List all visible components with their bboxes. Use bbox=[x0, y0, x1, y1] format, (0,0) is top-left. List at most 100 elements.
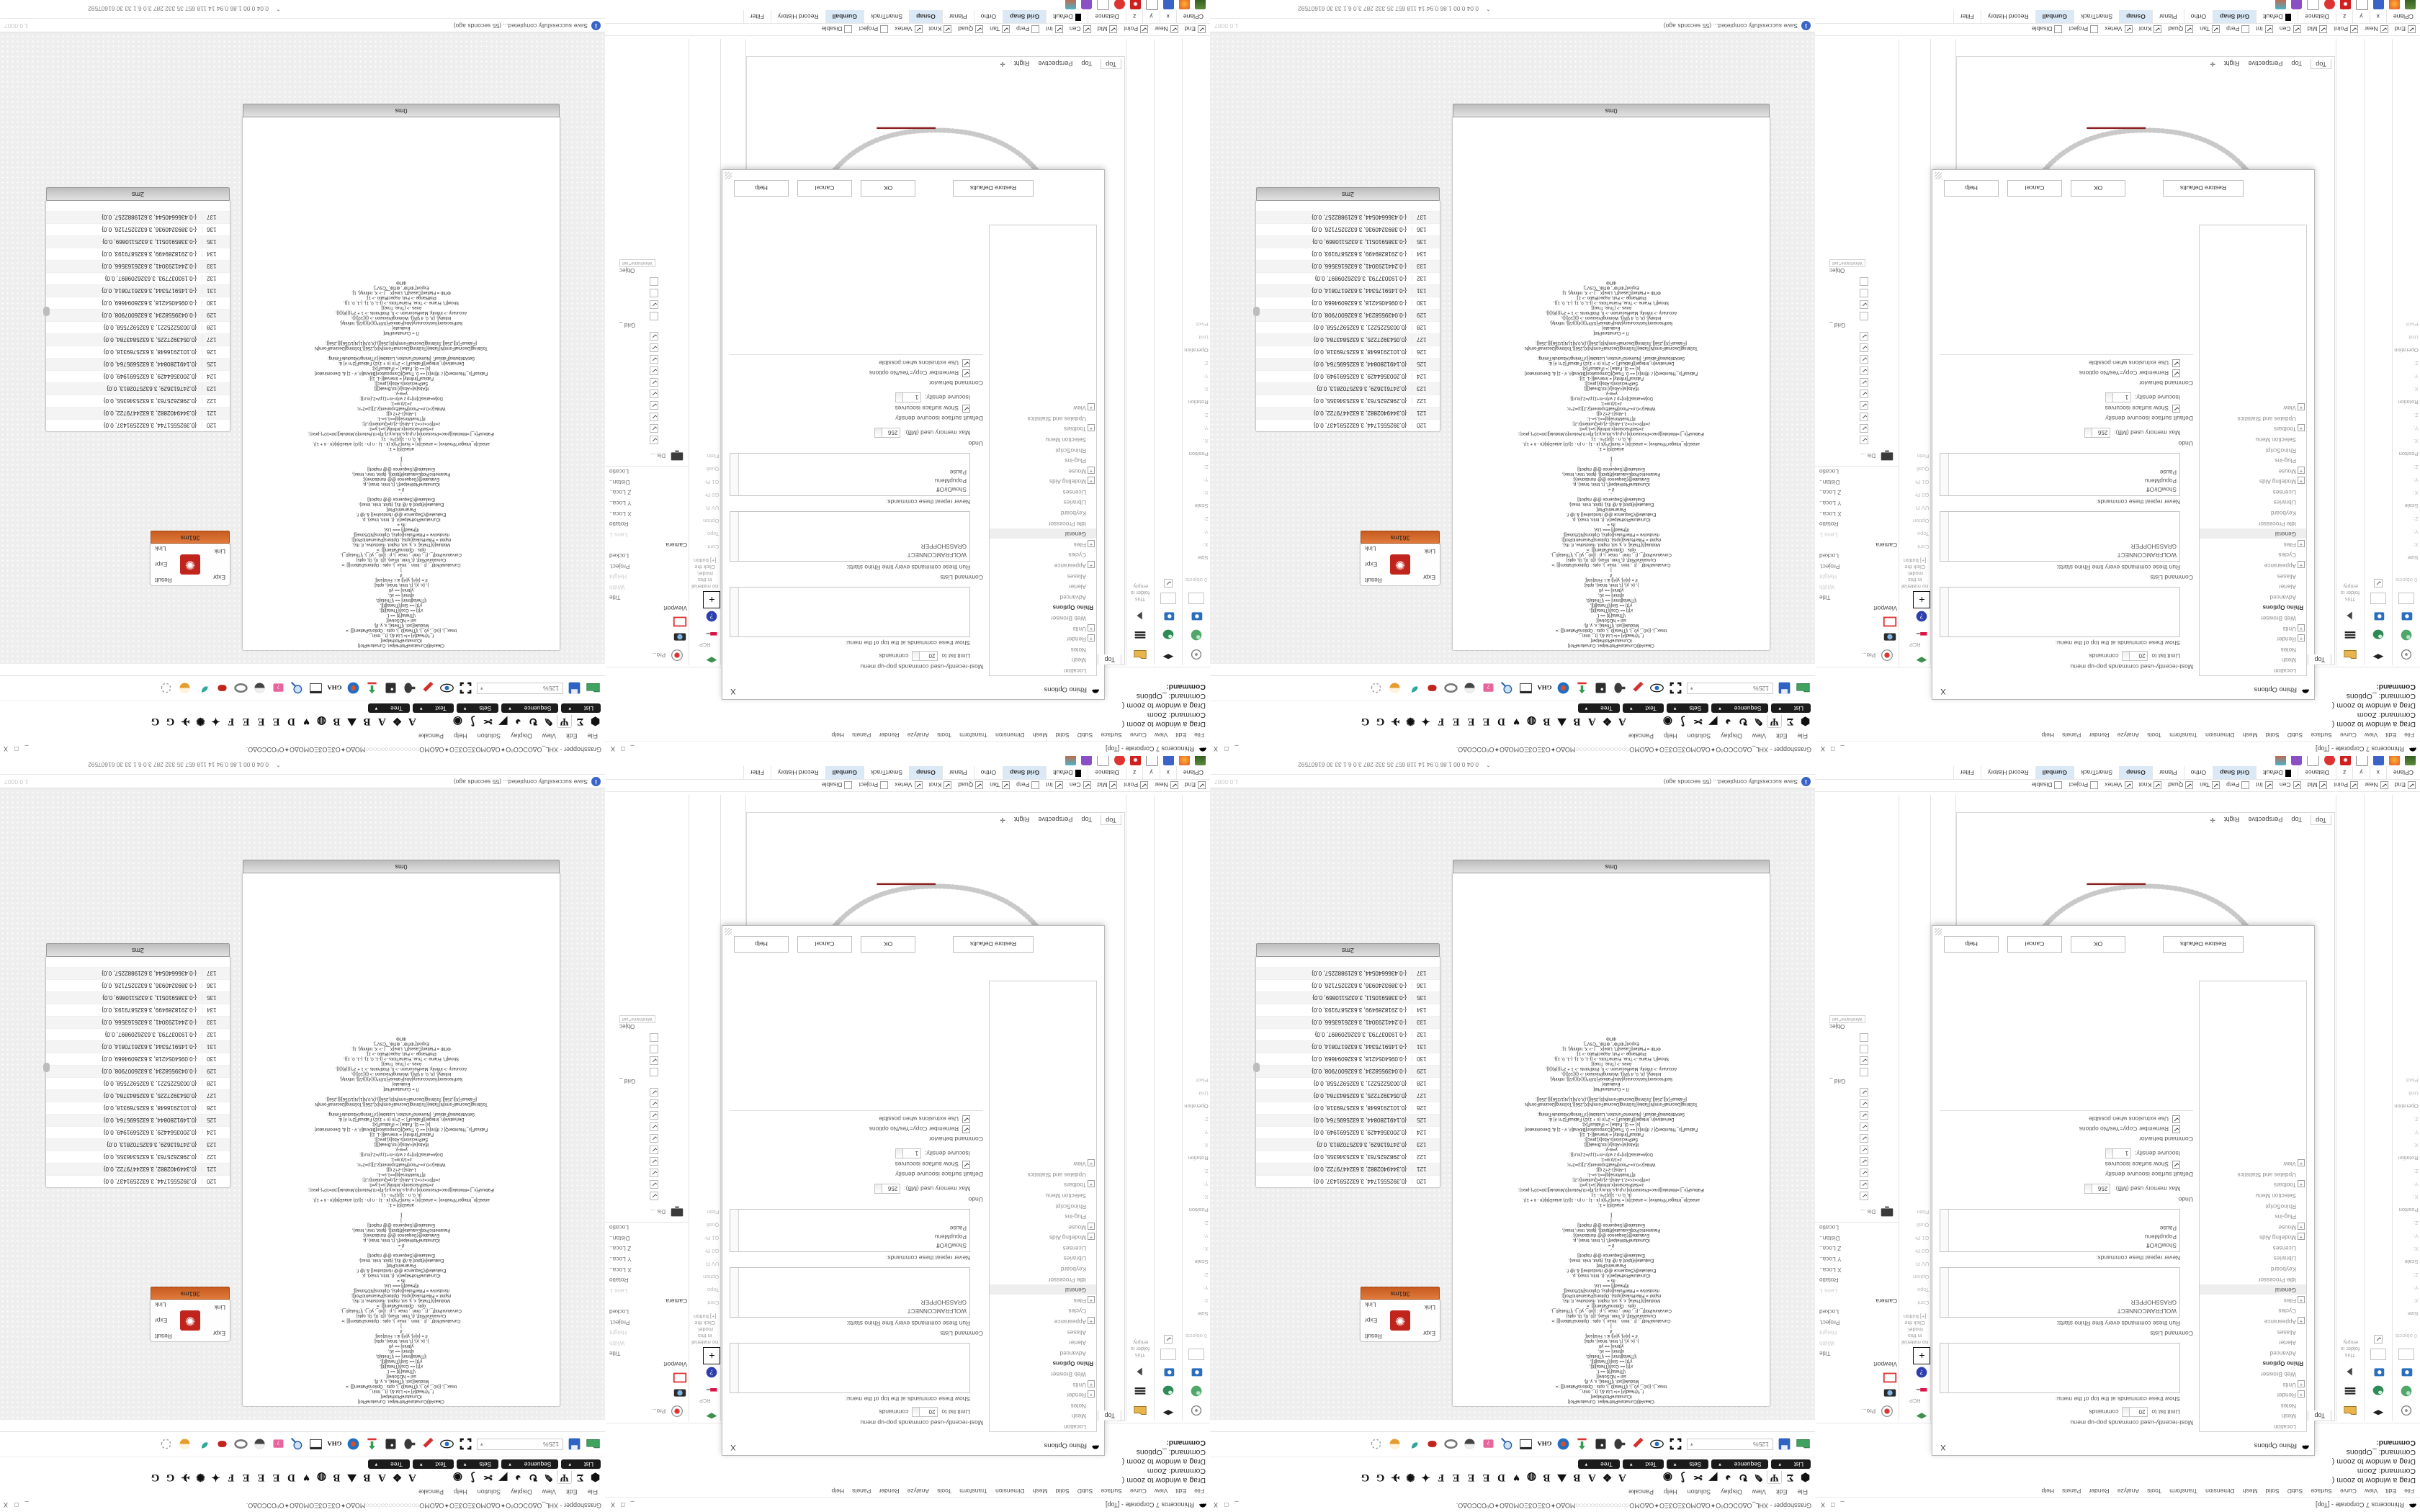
limit-list-row[interactable]: Limit list to 20 commands bbox=[1940, 651, 2180, 661]
component-tab-text[interactable]: Text ▾ bbox=[413, 1459, 454, 1469]
wolfram-icon[interactable] bbox=[1556, 681, 1571, 696]
letter-g1-icon[interactable]: G bbox=[166, 1472, 175, 1484]
osnap-cen[interactable]: Cen bbox=[2280, 781, 2301, 789]
letter-g1-icon[interactable]: G bbox=[1376, 1472, 1385, 1484]
rh-menu-item-edit[interactable]: Edit bbox=[1175, 732, 1187, 739]
rh-menu-item-surface[interactable]: Surface bbox=[2311, 732, 2332, 739]
rh-menu-item-view[interactable]: View bbox=[2364, 732, 2378, 739]
bake-icon[interactable] bbox=[1612, 1437, 1627, 1452]
viewport-tab-strip[interactable]: Top Top Perspective Right ✛ bbox=[1000, 814, 1121, 825]
status-osnap[interactable]: Osnap bbox=[2119, 10, 2152, 23]
data-panel-rows[interactable]: 120 {0.3925551744, 3.6322591437, 0.0} 121{… bbox=[1256, 958, 1440, 1187]
status-z[interactable]: z bbox=[1125, 766, 1143, 779]
use-extrusions-row[interactable]: Use extrusions when possible bbox=[1940, 359, 2180, 367]
status-grid-snap[interactable]: Grid Snap bbox=[1003, 766, 1047, 779]
osnap-project[interactable]: Project bbox=[859, 781, 889, 789]
play-arrow-icon[interactable] bbox=[2341, 608, 2359, 624]
osnap-disable[interactable]: Disable bbox=[822, 781, 853, 789]
sheep-icon[interactable]: ❖ bbox=[1602, 1471, 1613, 1483]
options-tree-item-appearance[interactable]: + Appearance bbox=[2200, 1315, 2306, 1326]
help-icon[interactable]: ? bbox=[271, 681, 286, 696]
color-swatch[interactable] bbox=[1075, 770, 1082, 777]
help-button[interactable]: Help bbox=[734, 180, 789, 197]
owl-icon[interactable]: ◍ bbox=[316, 1471, 327, 1483]
dashed-circle-icon[interactable] bbox=[158, 681, 174, 696]
restore-defaults-button[interactable]: Restore Defaults bbox=[953, 180, 1034, 197]
options-tree-item-general[interactable]: General bbox=[2200, 528, 2306, 539]
data-row[interactable]: 133 {-0.2441293041, 3.6326163566, 0.0} bbox=[1256, 1016, 1440, 1028]
isocurve-density-row[interactable]: Isocurve density: 1 bbox=[1940, 1148, 2180, 1158]
options-tree-item-files[interactable]: + Files bbox=[2200, 1295, 2306, 1305]
params-icon[interactable]: ⬢ bbox=[1800, 715, 1811, 727]
gh-menu-item-edit[interactable]: Edit bbox=[1775, 732, 1788, 740]
status-x[interactable]: x bbox=[1159, 766, 1176, 779]
minimize-icon[interactable]: _ bbox=[630, 1501, 635, 1508]
osnap-vertex[interactable]: Vertex bbox=[2105, 25, 2133, 33]
grasshopper-toolbar[interactable]: 125% GHA ? bbox=[0, 1431, 605, 1457]
status-filter[interactable]: Filter bbox=[743, 766, 771, 779]
zoom-extents-icon[interactable] bbox=[458, 1437, 473, 1452]
rh-menu-item-analyze[interactable]: Analyze bbox=[2117, 1488, 2140, 1495]
letter-b2-icon[interactable]: B bbox=[1543, 1472, 1551, 1484]
output-port-link[interactable]: Link bbox=[1365, 1301, 1376, 1308]
viewport-title-tab[interactable]: Top bbox=[1098, 1410, 1121, 1421]
options-tree[interactable]: Location Mesh Notes + Render + Units Web Browse… bbox=[2199, 225, 2307, 676]
rh-menu-item-render[interactable]: Render bbox=[879, 732, 900, 739]
osnap-near[interactable]: Near bbox=[2365, 25, 2388, 33]
vp-row-zloc[interactable]: Z Loca.. bbox=[609, 489, 632, 497]
rhino-tool-column-1[interactable]: 0 objects Size X: Y: Z: Scale X: Y: Z: P… bbox=[2392, 795, 2420, 1421]
scrollbar[interactable] bbox=[730, 1268, 739, 1317]
status-x[interactable]: x bbox=[2369, 10, 2386, 23]
osnap-checkbox[interactable] bbox=[1109, 25, 1118, 33]
rh-menu-item-dimension[interactable]: Dimension bbox=[2205, 1488, 2235, 1495]
max-memory-spinner[interactable]: 256 bbox=[874, 1184, 901, 1194]
status-record-history[interactable]: Record History bbox=[770, 766, 825, 779]
maximize-icon[interactable]: □ bbox=[14, 745, 19, 753]
component-tab-tree[interactable]: Tree ▾ bbox=[1577, 703, 1621, 713]
close-icon[interactable]: X bbox=[4, 1501, 9, 1509]
rh-menu-item-panels[interactable]: Panels bbox=[2062, 1488, 2081, 1495]
osnap-checkbox[interactable] bbox=[2154, 781, 2162, 789]
list-item[interactable]: PopupMenu bbox=[2144, 1233, 2177, 1240]
rh-menu-item-help[interactable]: Help bbox=[831, 732, 845, 739]
osnap-checkbox[interactable] bbox=[2154, 25, 2162, 33]
gh-menu-item-display[interactable]: Display bbox=[511, 1488, 532, 1496]
resize-grip[interactable] bbox=[1935, 928, 1942, 935]
expand-icon[interactable]: + bbox=[2298, 634, 2305, 642]
options-tree-item-toolbars[interactable]: + Toolbars bbox=[2200, 423, 2306, 434]
options-tree[interactable]: Location Mesh Notes + Render + Units Web Browse… bbox=[2199, 981, 2307, 1432]
letter-a-icon[interactable]: A bbox=[408, 1472, 416, 1484]
grasshopper-menu-bar[interactable]: File Edit View Display Solution Help Pancake bbox=[1210, 1486, 1815, 1498]
mastodon-icon[interactable] bbox=[2291, 756, 2302, 766]
options-tree-item-aliases[interactable]: Aliases bbox=[2277, 572, 2296, 580]
osnap-checkbox[interactable] bbox=[944, 25, 952, 33]
input-port-expr[interactable]: Expr bbox=[212, 1330, 225, 1337]
cluster-icon[interactable] bbox=[383, 681, 398, 696]
letter-b-icon[interactable]: B bbox=[363, 716, 371, 728]
rh-menu-item-file[interactable]: File bbox=[1194, 1488, 1204, 1495]
letter-d-icon[interactable]: D bbox=[1497, 1472, 1505, 1484]
options-tree-item-updates-and-statistics[interactable]: Updates and Statistics bbox=[1027, 415, 1086, 422]
rocket-icon[interactable]: ✈ bbox=[181, 1471, 190, 1483]
viewport-frame-icon[interactable] bbox=[1881, 613, 1899, 629]
options-tree-item-cycles[interactable]: Cycles bbox=[2278, 552, 2296, 559]
data-row[interactable]: 137 {-0.4366640544, 3.6219882257, 0.0} bbox=[46, 967, 230, 979]
mastodon-icon[interactable] bbox=[2291, 0, 2302, 10]
psi-icon[interactable]: Ψ bbox=[557, 715, 572, 728]
camera-icon[interactable] bbox=[1881, 629, 1899, 645]
zoom-level-select[interactable]: 125% bbox=[1687, 1439, 1773, 1450]
remember-copy-row[interactable]: Remember Copy=Yes/No options bbox=[730, 1125, 970, 1133]
display-option-checkbox[interactable] bbox=[650, 1145, 659, 1154]
curve-icon[interactable]: ↻ bbox=[529, 715, 538, 727]
grid-option-checkbox[interactable] bbox=[1860, 288, 1869, 297]
gumball-icon[interactable] bbox=[1188, 1403, 1205, 1418]
intersect-icon[interactable]: ✂ bbox=[483, 715, 493, 727]
display-option-checkbox[interactable] bbox=[1860, 1168, 1869, 1177]
display-monitor-icon[interactable] bbox=[1878, 448, 1896, 464]
status-z[interactable]: z bbox=[2335, 10, 2353, 23]
rh-menu-item-panels[interactable]: Panels bbox=[2062, 732, 2081, 739]
rhino-window-controls[interactable]: _ □ X bbox=[608, 1501, 634, 1508]
osnap-checkbox[interactable] bbox=[2380, 781, 2388, 789]
letter-b2-icon[interactable]: B bbox=[333, 716, 341, 728]
letter-e3-icon[interactable]: E bbox=[242, 716, 250, 728]
